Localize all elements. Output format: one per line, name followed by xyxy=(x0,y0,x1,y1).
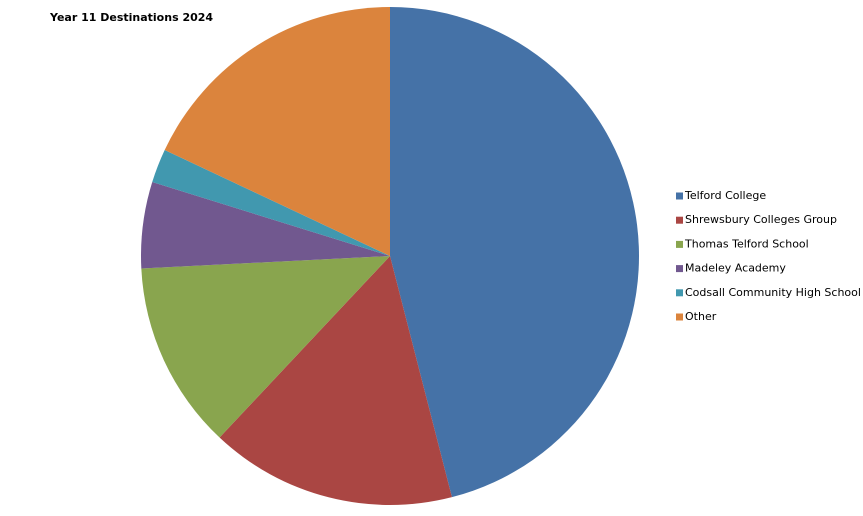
chart-title: Year 11 Destinations 2024 xyxy=(49,11,213,24)
legend-swatch xyxy=(676,313,683,321)
pie-slice xyxy=(141,256,390,438)
pie-slice xyxy=(152,149,390,256)
legend-label: Thomas Telford School xyxy=(684,237,809,250)
legend-label: Codsall Community High School xyxy=(685,286,861,299)
legend-label: Other xyxy=(685,310,717,323)
legend-swatch xyxy=(676,265,683,273)
legend-label: Madeley Academy xyxy=(685,262,786,275)
legend-swatch xyxy=(676,192,683,200)
legend-label: Telford College xyxy=(684,189,766,202)
pie-slice xyxy=(219,256,452,505)
pie-slice xyxy=(390,7,640,498)
pie-slice xyxy=(164,7,390,256)
legend-swatch xyxy=(676,216,683,224)
pie-slice xyxy=(141,182,390,269)
legend-swatch xyxy=(676,289,683,297)
legend-label: Shrewsbury Colleges Group xyxy=(685,213,837,226)
legend-swatch xyxy=(676,240,683,248)
